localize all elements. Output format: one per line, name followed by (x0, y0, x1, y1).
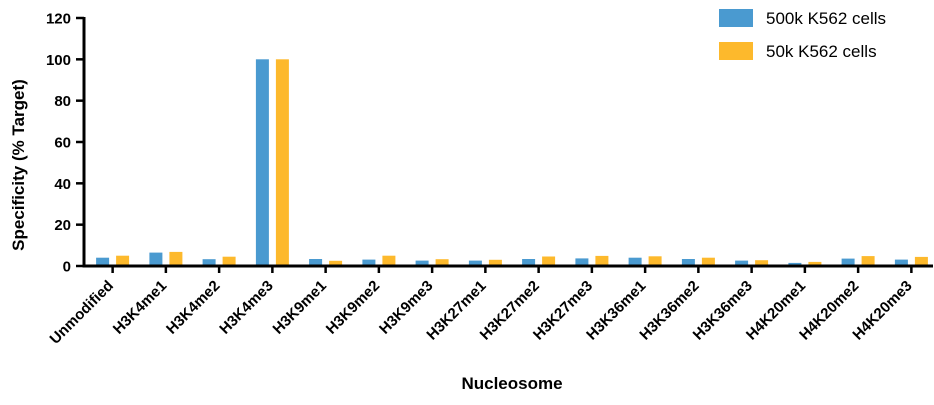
bar-h3k4me1-series-1 (149, 252, 163, 266)
bar-h3k36me1-series-2 (648, 256, 662, 266)
legend-label-2: 50k K562 cells (766, 42, 877, 61)
bar-h3k4me2-series-1 (202, 259, 216, 266)
x-tick-label-unmodified: Unmodified (47, 277, 117, 347)
legend: 500k K562 cells 50k K562 cells (719, 9, 886, 61)
y-tick-label-0: 0 (63, 259, 71, 276)
legend-swatch-1 (719, 9, 753, 27)
bar-h3k4me3-series-2 (275, 59, 289, 266)
bar-h3k36me2-series-1 (681, 259, 695, 266)
bars-layer (96, 59, 928, 266)
bar-h3k4me2-series-2 (222, 256, 236, 266)
bar-h3k36me2-series-2 (701, 257, 715, 266)
legend-swatch-2 (719, 42, 753, 60)
y-tick-label-100: 100 (46, 52, 71, 69)
bar-h3k9me3-series-2 (435, 259, 449, 266)
bar-h4k20me3-series-1 (894, 259, 908, 266)
bar-unmodified-series-1 (96, 257, 110, 266)
x-tick-label-h3k9me2: H3K9me2 (323, 277, 383, 337)
y-axis-title: Specificity (% Target) (9, 79, 28, 251)
axes-layer: 020406080100120UnmodifiedH3K4me1H3K4me2H… (46, 11, 933, 348)
bar-h3k27me2-series-1 (522, 259, 536, 266)
y-tick-label-120: 120 (46, 11, 71, 28)
bar-h4k20me1-series-2 (808, 261, 822, 266)
y-tick-label-40: 40 (54, 176, 71, 193)
bar-h3k9me2-series-1 (362, 259, 376, 266)
bar-h4k20me2-series-1 (841, 258, 855, 266)
bar-unmodified-series-2 (116, 255, 130, 266)
x-tick-label-h3k4me2: H3K4me2 (163, 277, 223, 337)
bar-h3k9me1-series-2 (329, 260, 343, 266)
bar-h3k27me1-series-2 (488, 259, 502, 266)
bar-h3k4me1-series-2 (169, 251, 183, 266)
x-tick-label-h3k4me3: H3K4me3 (216, 277, 276, 337)
bar-h4k20me3-series-2 (914, 256, 928, 266)
legend-label-1: 500k K562 cells (766, 9, 886, 28)
bar-h3k36me3-series-1 (735, 260, 749, 266)
y-tick-label-60: 60 (54, 135, 71, 152)
bar-h3k9me3-series-1 (415, 260, 429, 266)
y-tick-label-20: 20 (54, 217, 71, 234)
bar-h3k27me3-series-1 (575, 258, 589, 266)
bar-h3k36me1-series-1 (628, 257, 642, 266)
bar-h3k4me3-series-1 (255, 59, 269, 266)
x-tick-label-h3k9me1: H3K9me1 (270, 277, 330, 337)
bar-h3k27me2-series-2 (542, 256, 556, 266)
x-axis-title: Nucleosome (461, 374, 562, 393)
bar-h3k27me3-series-2 (595, 255, 609, 266)
bar-h3k36me3-series-2 (755, 260, 769, 266)
bar-h4k20me1-series-1 (788, 262, 802, 266)
bar-h3k9me1-series-1 (309, 259, 323, 266)
bar-h4k20me2-series-2 (861, 256, 875, 266)
y-tick-label-80: 80 (54, 93, 71, 110)
bar-h3k27me1-series-1 (468, 260, 482, 266)
x-tick-label-h3k4me1: H3K4me1 (110, 277, 170, 337)
bar-h3k9me2-series-2 (382, 255, 396, 266)
